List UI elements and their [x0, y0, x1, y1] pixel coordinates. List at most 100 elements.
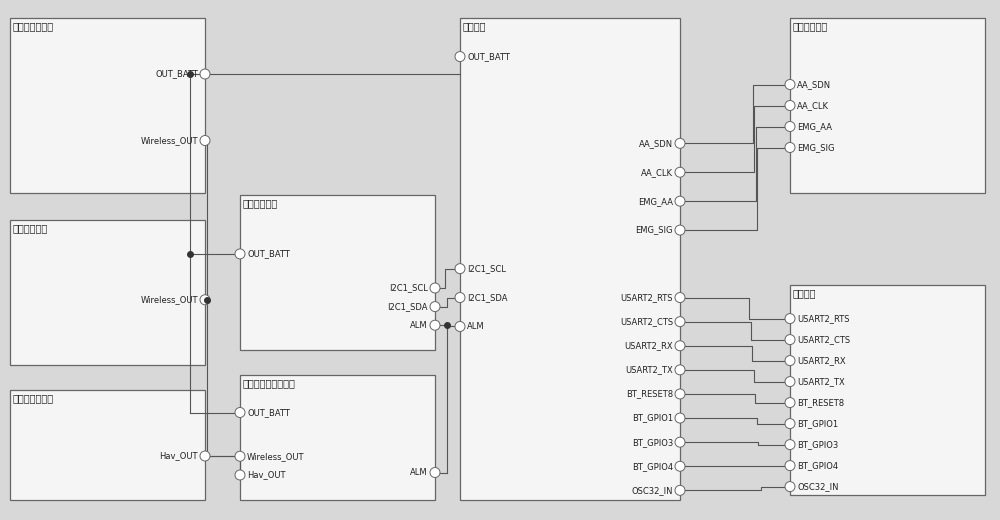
Circle shape — [455, 264, 465, 274]
Text: USART2_CTS: USART2_CTS — [620, 317, 673, 326]
Text: EMG_SIG: EMG_SIG — [636, 226, 673, 235]
Text: USART2_RTS: USART2_RTS — [797, 314, 850, 323]
Text: USART2_RX: USART2_RX — [624, 341, 673, 350]
Circle shape — [785, 398, 795, 408]
Circle shape — [785, 376, 795, 386]
Text: 充电源智能切换模块: 充电源智能切换模块 — [243, 378, 296, 388]
Circle shape — [200, 69, 210, 79]
Circle shape — [785, 419, 795, 428]
Text: OSC32_IN: OSC32_IN — [632, 486, 673, 495]
Bar — [240, 195, 435, 350]
Text: USART2_CTS: USART2_CTS — [797, 335, 850, 344]
Circle shape — [675, 317, 685, 327]
Circle shape — [785, 482, 795, 491]
Text: BT_RESET8: BT_RESET8 — [626, 389, 673, 398]
Text: Wireless_OUT: Wireless_OUT — [140, 136, 198, 145]
Circle shape — [235, 451, 245, 461]
Text: ALM: ALM — [410, 321, 428, 330]
Circle shape — [675, 138, 685, 148]
Text: OUT_BATT: OUT_BATT — [247, 408, 290, 417]
Bar — [10, 390, 205, 500]
Text: 无线充电模块: 无线充电模块 — [13, 223, 48, 233]
Circle shape — [430, 302, 440, 311]
Text: BT_GPIO3: BT_GPIO3 — [797, 440, 838, 449]
Text: EMG_SIG: EMG_SIG — [797, 143, 834, 152]
Circle shape — [675, 225, 685, 235]
Circle shape — [200, 295, 210, 305]
Text: OSC32_IN: OSC32_IN — [797, 482, 838, 491]
Text: Hav_OUT: Hav_OUT — [247, 471, 286, 479]
Text: Wireless_OUT: Wireless_OUT — [247, 452, 304, 461]
Text: Hav_OUT: Hav_OUT — [160, 451, 198, 461]
Text: AA_CLK: AA_CLK — [797, 101, 829, 110]
Text: BT_GPIO1: BT_GPIO1 — [797, 419, 838, 428]
Circle shape — [785, 334, 795, 345]
Circle shape — [675, 167, 685, 177]
Circle shape — [675, 413, 685, 423]
Text: OUT_BATT: OUT_BATT — [467, 52, 510, 61]
Text: AA_CLK: AA_CLK — [641, 168, 673, 177]
Circle shape — [430, 320, 440, 330]
Text: AA_SDN: AA_SDN — [797, 80, 831, 89]
Text: 山道充电器模块: 山道充电器模块 — [13, 21, 54, 31]
Bar — [790, 285, 985, 495]
Text: I2C1_SCL: I2C1_SCL — [467, 264, 506, 273]
Text: ALM: ALM — [467, 322, 485, 331]
Text: BT_GPIO4: BT_GPIO4 — [797, 461, 838, 470]
Circle shape — [200, 451, 210, 461]
Circle shape — [785, 314, 795, 323]
Text: 数控制器: 数控制器 — [463, 21, 486, 31]
Text: I2C1_SDA: I2C1_SDA — [388, 302, 428, 311]
Circle shape — [675, 437, 685, 447]
Text: 电池监控模块: 电池监控模块 — [243, 198, 278, 208]
Circle shape — [675, 461, 685, 471]
Bar — [240, 375, 435, 500]
Circle shape — [785, 142, 795, 152]
Text: AA_SDN: AA_SDN — [639, 139, 673, 148]
Text: EMG_AA: EMG_AA — [638, 197, 673, 205]
Text: BT_RESET8: BT_RESET8 — [797, 398, 844, 407]
Text: 蓝芽模块: 蓝芽模块 — [793, 288, 816, 298]
Text: Wireless_OUT: Wireless_OUT — [140, 295, 198, 304]
Circle shape — [675, 365, 685, 375]
Text: BT_GPIO3: BT_GPIO3 — [632, 438, 673, 447]
Text: I2C1_SDA: I2C1_SDA — [467, 293, 508, 302]
Text: EMG_AA: EMG_AA — [797, 122, 832, 131]
Circle shape — [785, 100, 795, 110]
Circle shape — [455, 51, 465, 61]
Text: USART2_RX: USART2_RX — [797, 356, 846, 365]
Circle shape — [430, 283, 440, 293]
Text: USART2_TX: USART2_TX — [797, 377, 845, 386]
Bar — [10, 18, 205, 193]
Bar — [790, 18, 985, 193]
Text: OUT_BATT: OUT_BATT — [155, 70, 198, 79]
Circle shape — [200, 136, 210, 146]
Circle shape — [785, 461, 795, 471]
Circle shape — [675, 293, 685, 303]
Circle shape — [785, 80, 795, 89]
Circle shape — [235, 249, 245, 259]
Circle shape — [235, 408, 245, 418]
Bar — [10, 220, 205, 365]
Circle shape — [675, 341, 685, 351]
Text: BT_GPIO4: BT_GPIO4 — [632, 462, 673, 471]
Circle shape — [430, 467, 440, 477]
Circle shape — [675, 485, 685, 496]
Circle shape — [785, 439, 795, 450]
Circle shape — [675, 389, 685, 399]
Text: USART2_RTS: USART2_RTS — [620, 293, 673, 302]
Text: 肌电信号模块: 肌电信号模块 — [793, 21, 828, 31]
Text: ALM: ALM — [410, 468, 428, 477]
Bar — [460, 18, 680, 500]
Circle shape — [675, 196, 685, 206]
Text: BT_GPIO1: BT_GPIO1 — [632, 413, 673, 423]
Text: USART2_TX: USART2_TX — [625, 366, 673, 374]
Circle shape — [455, 293, 465, 303]
Text: OUT_BATT: OUT_BATT — [247, 250, 290, 258]
Text: 能量自收集模块: 能量自收集模块 — [13, 393, 54, 403]
Circle shape — [455, 321, 465, 331]
Text: I2C1_SCL: I2C1_SCL — [389, 283, 428, 292]
Circle shape — [785, 122, 795, 132]
Circle shape — [785, 356, 795, 366]
Circle shape — [235, 470, 245, 480]
